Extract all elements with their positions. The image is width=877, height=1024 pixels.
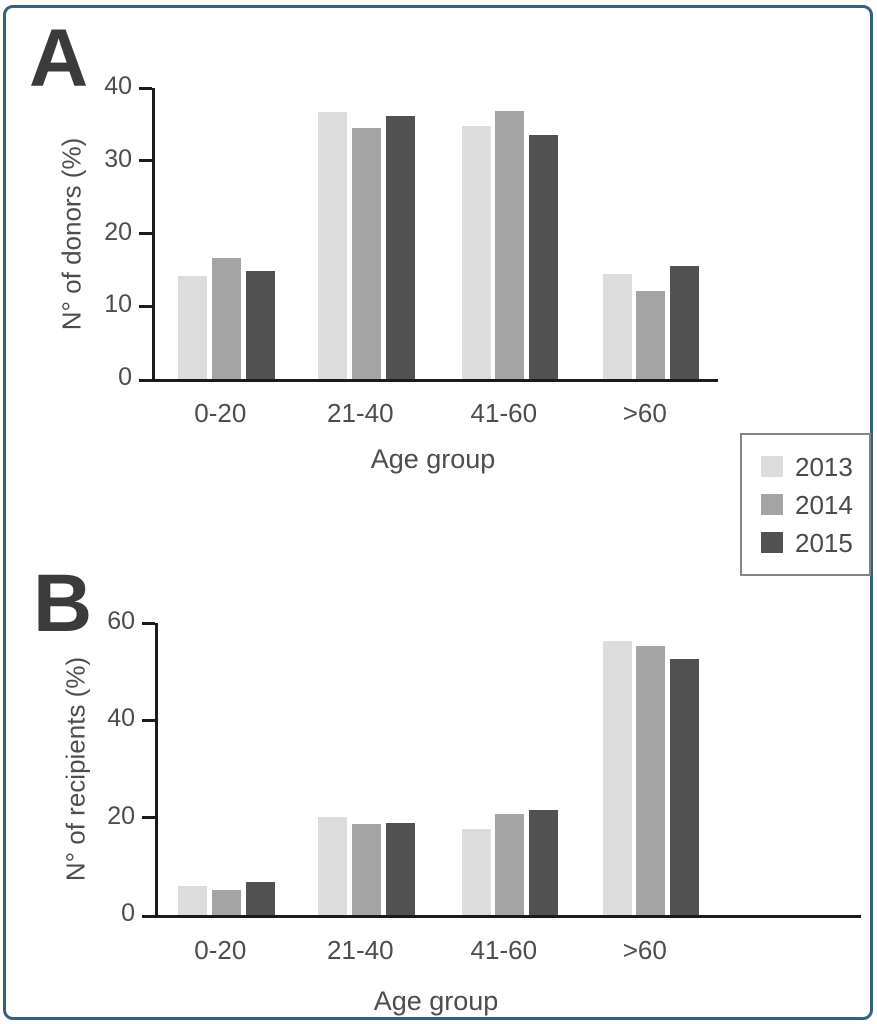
y-tick-label: 20	[107, 801, 135, 830]
y-tick-mark	[139, 232, 152, 235]
y-axis-title-recipients: N° of recipients (%)	[60, 656, 91, 882]
y-tick-mark	[139, 86, 152, 90]
bar	[245, 271, 275, 379]
figure-border-frame	[3, 5, 873, 1020]
bar	[351, 128, 381, 379]
y-tick-mark	[139, 304, 152, 308]
legend: 2013 2014 2015	[740, 433, 871, 576]
y-tick-mark	[142, 718, 155, 722]
x-tick-label: 0-20	[194, 398, 247, 428]
bar	[211, 258, 241, 379]
bar	[529, 810, 559, 915]
bar	[602, 641, 632, 915]
x-tick-label: 0-20	[194, 935, 247, 965]
bar	[318, 112, 347, 379]
y-tick-mark	[142, 816, 155, 820]
y-axis-line	[152, 88, 155, 382]
bar	[178, 886, 207, 915]
y-axis-line	[155, 623, 158, 918]
bar	[670, 265, 700, 379]
y-tick-label: 0	[118, 363, 132, 391]
bar	[602, 274, 632, 379]
bar	[461, 828, 491, 915]
legend-label: 2013	[795, 451, 853, 482]
bar	[529, 135, 559, 379]
y-tick-label: 0	[121, 899, 135, 927]
x-axis-title-donors: Age group	[370, 444, 496, 474]
bar	[461, 125, 491, 379]
x-tick-label: >60	[622, 935, 667, 965]
y-tick-label: 20	[104, 217, 132, 246]
legend-item: 2014	[761, 492, 869, 518]
x-axis-line	[142, 915, 861, 918]
y-tick-mark	[142, 621, 155, 625]
bar	[351, 823, 381, 915]
legend-label: 2015	[795, 527, 853, 558]
legend-label: 2014	[795, 489, 853, 520]
bar	[385, 116, 415, 379]
legend-swatch-icon	[761, 456, 783, 477]
panel-label-b: B	[33, 558, 93, 649]
x-tick-label: 21-40	[327, 398, 394, 428]
bar	[318, 816, 347, 915]
bar	[385, 822, 415, 915]
bar	[178, 276, 207, 379]
y-tick-label: 40	[104, 72, 132, 100]
y-tick-mark	[139, 159, 152, 163]
legend-item: 2013	[761, 454, 869, 480]
x-tick-label: 41-60	[470, 398, 538, 428]
y-tick-label: 30	[104, 144, 132, 173]
bar	[245, 881, 275, 915]
legend-swatch-icon	[761, 494, 783, 515]
bar	[636, 290, 666, 379]
y-tick-label: 10	[104, 290, 132, 319]
x-tick-label: 41-60	[470, 935, 538, 965]
x-tick-label: >60	[622, 398, 667, 428]
x-axis-line	[139, 379, 718, 382]
y-tick-label: 40	[107, 704, 135, 733]
legend-swatch-icon	[761, 532, 783, 553]
x-tick-label: 21-40	[327, 935, 394, 965]
bar	[495, 813, 525, 915]
y-tick-label: 60	[107, 607, 135, 635]
panel-label-a: A	[29, 13, 89, 104]
bar	[211, 889, 241, 915]
bar	[495, 111, 525, 379]
bar	[636, 646, 666, 915]
bar	[670, 658, 700, 915]
x-axis-title-recipients: Age group	[373, 986, 499, 1016]
legend-item: 2015	[761, 530, 869, 556]
